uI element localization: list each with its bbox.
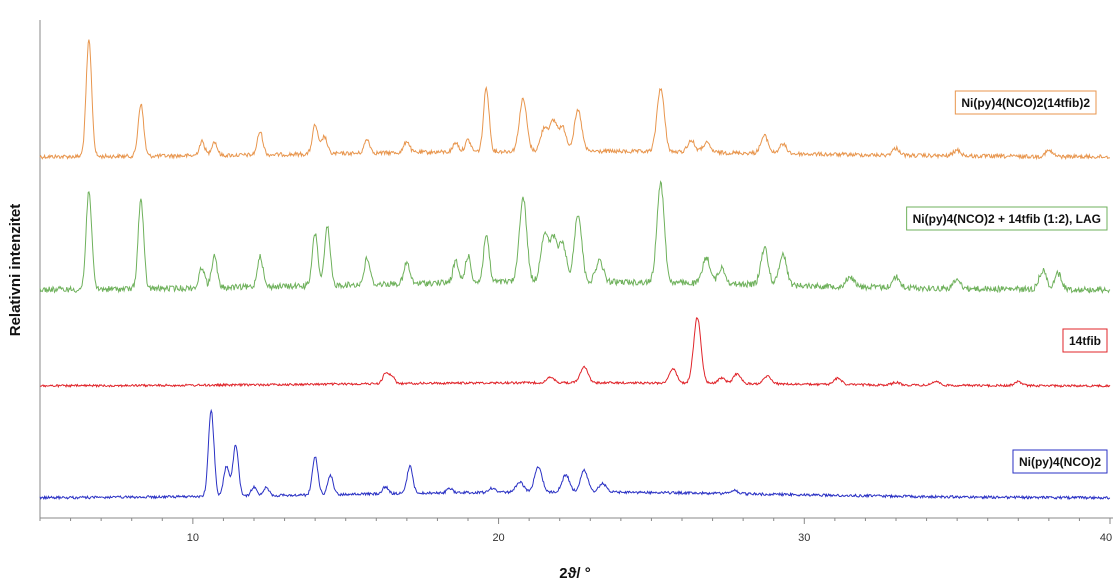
legend-label: 14tfib <box>1069 334 1101 348</box>
axes <box>39 20 1113 519</box>
legend-box <box>1012 449 1108 474</box>
y-axis-title: Relativni intenzitet <box>7 204 24 337</box>
legend-label: Ni(py)4(NCO)2 + 14tfib (1:2), LAG <box>913 212 1101 226</box>
x-tick-label: 30 <box>798 532 810 544</box>
legend-label: Ni(py)4(NCO)2(14tfib)2 <box>961 96 1090 110</box>
x-tick-label: 20 <box>492 532 504 544</box>
series-line-3 <box>39 408 1111 501</box>
x-tick-label: 40 <box>1100 532 1112 544</box>
x-ticks: 10 20 30 40 <box>39 518 1112 544</box>
legend-box <box>906 206 1108 231</box>
series-line-2 <box>39 317 1111 389</box>
legend-box <box>1062 328 1108 353</box>
series-line-0 <box>39 39 1110 161</box>
legend-label: Ni(py)4(NCO)2 <box>1019 455 1101 469</box>
legend-box <box>954 90 1097 115</box>
legend: Ni(py)4(NCO)2(14tfib)2 Ni(py)4(NCO)2 + 14… <box>906 90 1108 474</box>
traces <box>39 39 1111 501</box>
x-tick-label: 10 <box>187 532 199 544</box>
series-line-1 <box>39 180 1111 294</box>
x-axis-title: 2ϑ/ ° <box>559 565 590 582</box>
